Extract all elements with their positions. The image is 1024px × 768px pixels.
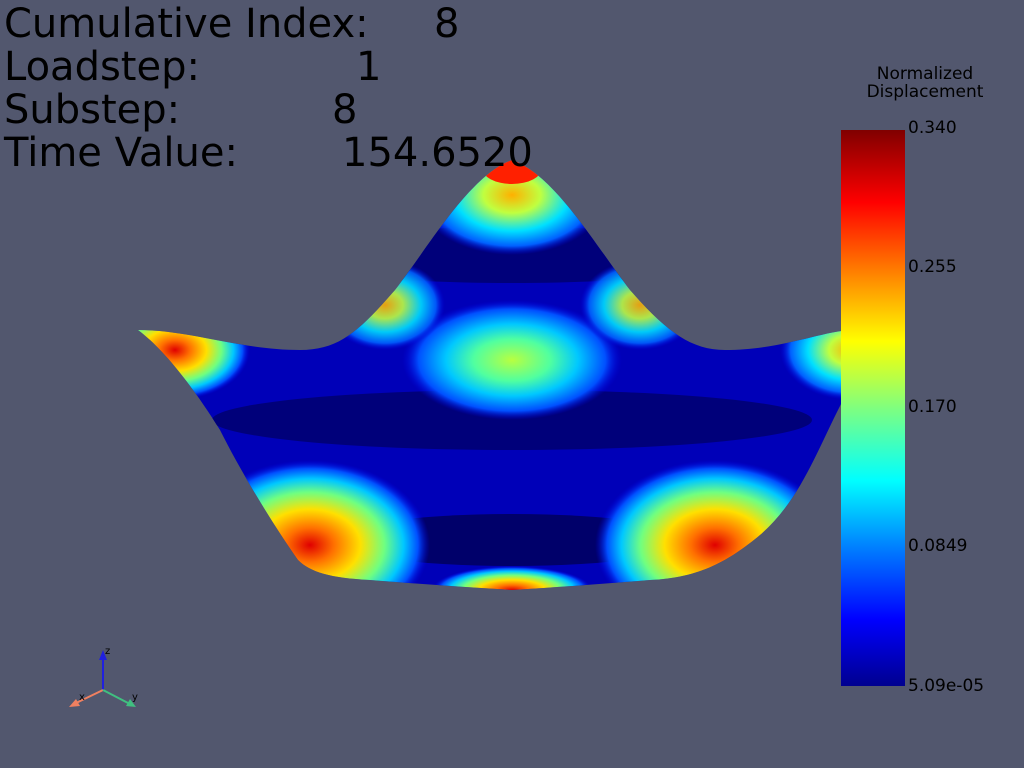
x-axis-arrow bbox=[69, 699, 80, 707]
colorbar-tick-min: 5.09e-05 bbox=[908, 676, 985, 696]
y-axis-label: y bbox=[132, 692, 138, 703]
substep-label: Substep: bbox=[4, 87, 181, 133]
colorbar-tick-4: 0.0849 bbox=[908, 536, 968, 556]
colorbar-tick-3: 0.170 bbox=[908, 397, 957, 417]
z-axis-label: z bbox=[105, 646, 110, 657]
loadstep-label: Loadstep: bbox=[4, 44, 200, 90]
colorbar-title-line1: Normalized bbox=[876, 64, 974, 84]
colorbar bbox=[841, 130, 905, 686]
z-axis-arrow bbox=[99, 650, 107, 660]
time-value-line: Time Value: 154.6520 bbox=[4, 131, 564, 175]
deformed-surface bbox=[138, 160, 850, 590]
colorbar-title-line2: Displacement bbox=[866, 82, 984, 102]
y-axis-arrow bbox=[126, 699, 136, 707]
y-axis-line bbox=[102, 689, 131, 705]
colorbar-tick-max: 0.340 bbox=[908, 118, 957, 138]
x-axis-line bbox=[73, 689, 104, 705]
colorbar-tick-2: 0.255 bbox=[908, 257, 957, 277]
loadstep-value: 1 bbox=[356, 44, 382, 90]
substep-line: Substep: 8 bbox=[4, 88, 564, 132]
orientation-axes-widget[interactable]: z x y bbox=[60, 640, 150, 720]
substep-value: 8 bbox=[332, 87, 358, 133]
cumulative-index-value: 8 bbox=[434, 1, 460, 47]
cumulative-index-label: Cumulative Index: bbox=[4, 1, 369, 47]
time-value-value: 154.6520 bbox=[342, 130, 533, 176]
x-axis-label: x bbox=[79, 692, 85, 703]
loadstep-line: Loadstep: 1 bbox=[4, 45, 564, 89]
cumulative-index-line: Cumulative Index: 8 bbox=[4, 2, 564, 46]
time-value-label: Time Value: bbox=[4, 130, 238, 176]
